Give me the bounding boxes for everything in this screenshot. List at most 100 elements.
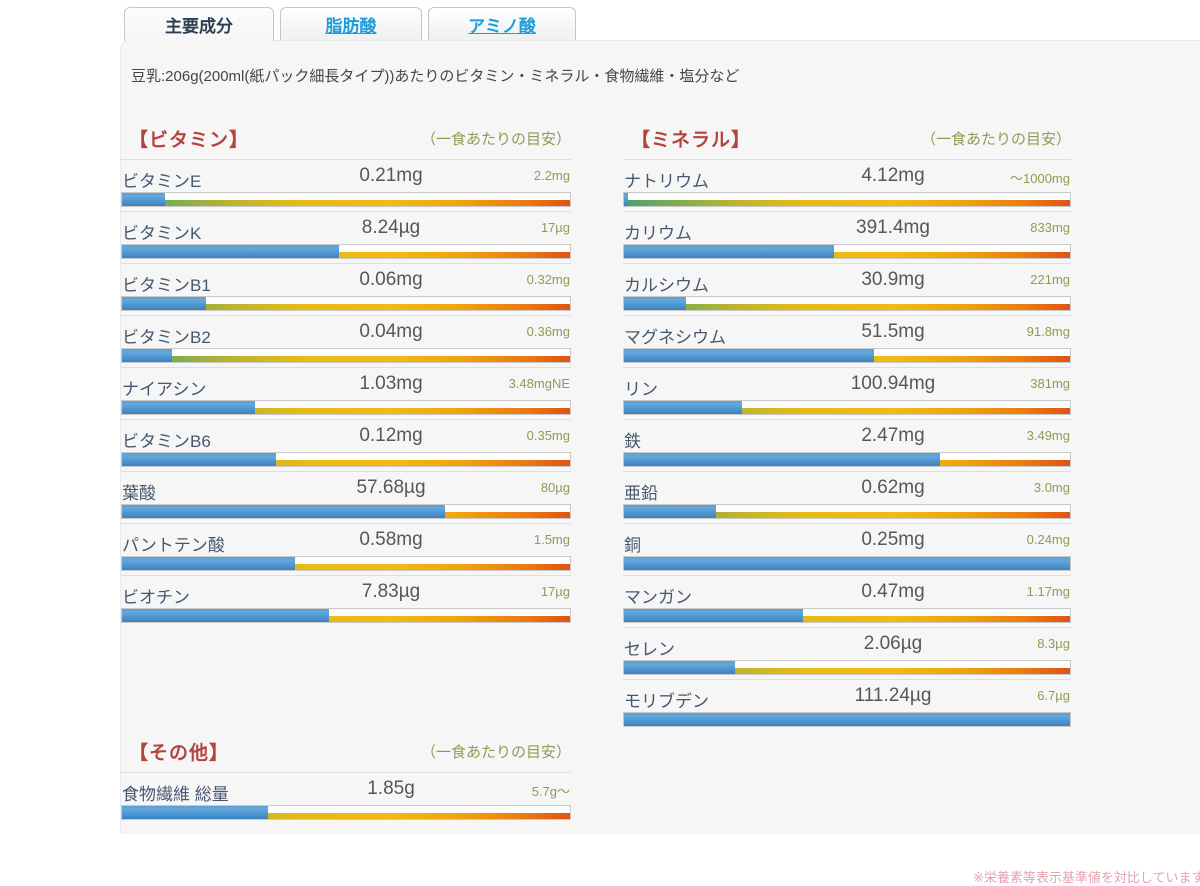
- nutrient-goal: 6.7µg: [1037, 688, 1070, 703]
- tab-fatty-acids[interactable]: 脂肪酸: [280, 7, 422, 40]
- section-vitamin: 【ビタミン】 （一食あたりの目安） ビタミンE 0.21mg 2.2mg ビタミ…: [121, 123, 571, 627]
- nutrient-value: 100.94mg: [850, 373, 936, 394]
- nutrient-goal: 0.24mg: [1026, 532, 1070, 547]
- bar-fill: [122, 245, 340, 258]
- bar-fill: [624, 297, 687, 310]
- nutrient-value: 1.03mg: [359, 373, 423, 394]
- nutrient-goal: 1.17mg: [1026, 584, 1070, 599]
- nutrient-meter: [623, 660, 1071, 675]
- nutrient-row: 鉄 2.47mg 3.49mg: [623, 419, 1071, 471]
- section-other: 【その他】 （一食あたりの目安） 食物繊維 総量 1.85g 5.7g〜: [121, 736, 571, 824]
- nutrient-goal: 0.36mg: [526, 324, 570, 339]
- nutrient-row: ビオチン 7.83µg 17µg: [121, 575, 571, 627]
- bar-fill: [122, 297, 207, 310]
- nutrient-row: ビタミンB6 0.12mg 0.35mg: [121, 419, 571, 471]
- nutrient-value: 30.9mg: [861, 269, 925, 290]
- nutrient-meter: [121, 556, 571, 571]
- nutrient-goal: 1.5mg: [533, 532, 570, 547]
- bar-fill: [122, 557, 296, 570]
- section-header: 【その他】 （一食あたりの目安）: [121, 736, 571, 772]
- nutrient-value: 0.06mg: [359, 269, 423, 290]
- meter-scale-gradient: [624, 408, 1070, 414]
- nutrient-row: マグネシウム 51.5mg 91.8mg: [623, 315, 1071, 367]
- nutrient-name: ビタミンB1: [122, 276, 211, 295]
- nutrient-row: カリウム 391.4mg 833mg: [623, 211, 1071, 263]
- nutrient-meter: [121, 296, 571, 311]
- nutrient-meter: [623, 504, 1071, 519]
- section-title: 【ミネラル】: [631, 130, 752, 151]
- nutrient-row: カルシウム 30.9mg 221mg: [623, 263, 1071, 315]
- nutrient-goal: 80µg: [540, 480, 570, 495]
- tab-main-components[interactable]: 主要成分: [124, 7, 274, 41]
- nutrient-row: マンガン 0.47mg 1.17mg: [623, 575, 1071, 627]
- nutrient-row: ビタミンB1 0.06mg 0.32mg: [121, 263, 571, 315]
- nutrient-name: 食物繊維 総量: [122, 785, 229, 804]
- nutrient-meter: [121, 608, 571, 623]
- section-title: 【ビタミン】: [129, 130, 250, 151]
- nutrient-name: ビタミンB6: [122, 432, 211, 451]
- bar-fill: [624, 349, 875, 362]
- nutrient-value: 57.68µg: [356, 477, 426, 498]
- serving-description: 豆乳:206g(200ml(紙パック細長タイプ))あたりのビタミン・ミネラル・食…: [131, 68, 740, 85]
- nutrient-name: モリブデン: [624, 692, 709, 711]
- bar-fill: [624, 661, 735, 674]
- nutrient-row: ナトリウム 4.12mg 〜1000mg: [623, 159, 1071, 211]
- nutrient-value: 2.47mg: [861, 425, 925, 446]
- nutrient-goal: 833mg: [1030, 220, 1070, 235]
- nutrient-meter: [121, 504, 571, 519]
- nutrient-value: 1.85g: [367, 778, 415, 799]
- bar-fill: [122, 193, 165, 206]
- nutrient-row: ビタミンE 0.21mg 2.2mg: [121, 159, 571, 211]
- nutrient-goal: 2.2mg: [533, 168, 570, 183]
- section-aside: （一食あたりの目安）: [920, 131, 1071, 148]
- meter-scale-gradient: [122, 252, 570, 258]
- nutrient-name: カリウム: [624, 224, 692, 243]
- meter-scale-gradient: [624, 252, 1070, 258]
- nutrient-value: 0.04mg: [359, 321, 423, 342]
- nutrient-row: ビタミンB2 0.04mg 0.36mg: [121, 315, 571, 367]
- nutrition-panel: 豆乳:206g(200ml(紙パック細長タイプ))あたりのビタミン・ミネラル・食…: [120, 40, 1200, 885]
- nutrient-row: 食物繊維 総量 1.85g 5.7g〜: [121, 772, 571, 824]
- nutrient-value: 7.83µg: [361, 581, 421, 602]
- nutrient-row: 銅 0.25mg 0.24mg: [623, 523, 1071, 575]
- bar-fill: [624, 505, 717, 518]
- nutrient-goal: 5.7g〜: [531, 784, 570, 799]
- bar-fill: [122, 453, 276, 466]
- bar-fill: [624, 609, 804, 622]
- bar-fill: [624, 401, 743, 414]
- meter-scale-gradient: [122, 616, 570, 622]
- nutrient-name: セレン: [624, 640, 675, 659]
- nutrient-goal: 〜1000mg: [1010, 171, 1070, 186]
- nutrient-row: パントテン酸 0.58mg 1.5mg: [121, 523, 571, 575]
- section-header: 【ビタミン】 （一食あたりの目安）: [121, 123, 571, 159]
- meter-scale-gradient: [122, 408, 570, 414]
- nutrient-row: モリブデン 111.24µg 6.7µg: [623, 679, 1071, 731]
- tab-amino-acids[interactable]: アミノ酸: [428, 7, 576, 40]
- nutrient-meter: [623, 296, 1071, 311]
- section-aside: （一食あたりの目安）: [420, 744, 571, 761]
- section-rows: 食物繊維 総量 1.85g 5.7g〜: [121, 772, 571, 824]
- nutrient-meter: [623, 192, 1071, 207]
- bar-fill: [122, 401, 255, 414]
- meter-scale-gradient: [122, 200, 570, 206]
- nutrient-value: 0.21mg: [359, 165, 423, 186]
- section-title: 【その他】: [129, 743, 230, 764]
- bar-fill: [624, 193, 629, 206]
- meter-scale-gradient: [122, 356, 570, 362]
- section-header: 【ミネラル】 （一食あたりの目安）: [623, 123, 1071, 159]
- nutrient-meter: [623, 400, 1071, 415]
- nutrient-name: ナトリウム: [624, 172, 709, 191]
- nutrient-value: 0.58mg: [359, 529, 423, 550]
- nutrient-row: 葉酸 57.68µg 80µg: [121, 471, 571, 523]
- nutrient-name: リン: [624, 380, 658, 399]
- nutrient-meter: [623, 244, 1071, 259]
- nutrient-name: カルシウム: [624, 276, 709, 295]
- nutrient-goal: 17µg: [540, 220, 570, 235]
- nutrient-meter: [121, 400, 571, 415]
- nutrient-meter: [623, 712, 1071, 727]
- tab-label: 主要成分: [165, 17, 233, 36]
- nutrient-name: 銅: [624, 536, 641, 555]
- nutrient-name: パントテン酸: [122, 536, 225, 555]
- nutrient-goal: 221mg: [1030, 272, 1070, 287]
- nutrient-name: マグネシウム: [624, 328, 726, 347]
